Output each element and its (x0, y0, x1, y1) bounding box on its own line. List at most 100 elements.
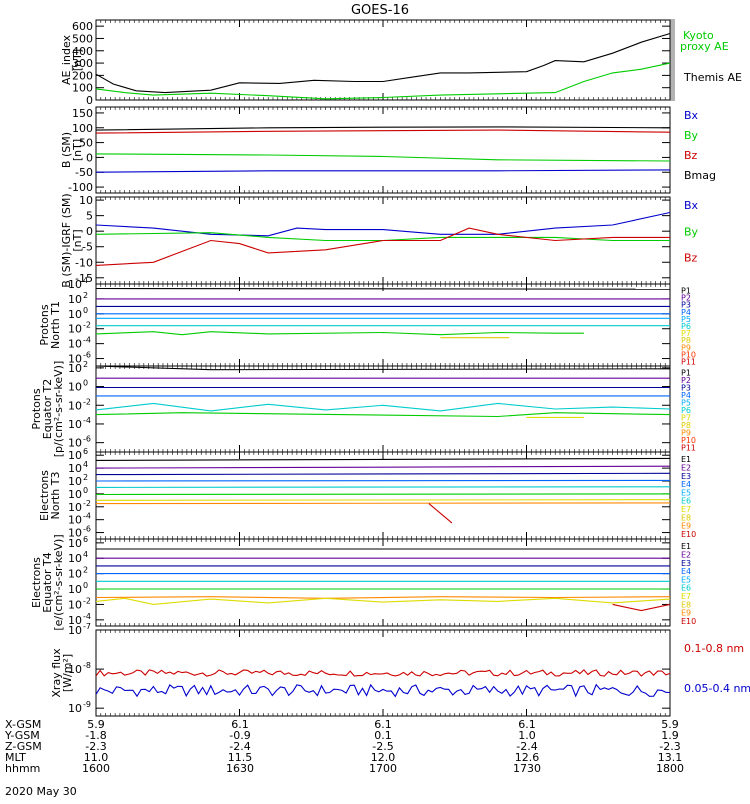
axis-row-value: 1700 (369, 762, 397, 775)
bottom-axis: X-GSM 5.9 6.1 6.1 6.1 5.9 Y-GSM -1.8 -0.9 0.1 1.0 1… (4, 718, 684, 775)
y-tick-label: 10 (68, 501, 82, 514)
panels: 6005004003002001000AE_index[nT]Kyotoprox… (30, 19, 750, 717)
legend-entry: E1 (681, 542, 691, 551)
legend-entry: E6 (681, 584, 691, 593)
y-tick-label: 10 (68, 278, 82, 291)
axis-row-value: -2.5 (372, 740, 393, 753)
y-tick-label: 10 (68, 583, 82, 596)
legend-entry: 0.1-0.8 nm (684, 642, 744, 655)
y-tick-label: 100 (72, 82, 93, 95)
y-tick-label: 0 (86, 225, 93, 238)
axis-row-value: -1.8 (85, 729, 106, 742)
series-line-e7 (95, 499, 671, 501)
axis-row-label: Z-GSM (5, 740, 42, 753)
axis-row-label: X-GSM (5, 718, 41, 731)
y-axis-label-line: [p/(cm²-s-sr-keV)] (52, 361, 65, 458)
legend-entry: E7 (681, 592, 691, 601)
y-tick-label: 150 (72, 107, 93, 120)
series-line-p7 (95, 331, 584, 336)
y-axis-label: B (SM) (60, 132, 73, 168)
axis-row-value: 11.5 (228, 751, 253, 764)
legend-entry: Themis AE (683, 71, 742, 84)
y-tick-label: 10 (68, 537, 82, 550)
y-tick-label: 10 (68, 624, 82, 637)
panel-bdiff: 10 5 0 -5 -10 -15B (SM)-IGRF (SM)[nT] Bx By Bz (60, 193, 699, 287)
series-line-bx (95, 211, 671, 237)
y-axis-unit: [nT] (71, 229, 84, 251)
panel-frame (95, 365, 671, 453)
y-tick-label: 50 (79, 137, 93, 150)
series-line-bz (95, 227, 670, 266)
panel-frame (95, 538, 671, 627)
y-tick-exponent: 6 (83, 447, 88, 456)
y-tick-label: -100 (68, 181, 93, 194)
y-tick-label: 10 (68, 514, 82, 527)
legend-entry: Bx (684, 109, 699, 122)
y-tick-label: 10 (68, 614, 82, 627)
series-line-e3 (95, 472, 671, 476)
y-tick-label: 10 (68, 437, 82, 450)
series-line-by (95, 153, 671, 162)
legend-entry: P1 (681, 369, 691, 378)
legend-entry: P7 (681, 413, 691, 422)
y-axis-label-line: Electrons (30, 557, 43, 608)
axis-row-value: -2.4 (516, 740, 537, 753)
y-axis-label-line: Equator T2 (41, 379, 54, 439)
series-line-e4 (95, 479, 671, 482)
y-tick-exponent: 4 (83, 460, 88, 469)
panel-frame (95, 106, 671, 194)
series-line-bmag (95, 126, 671, 131)
series-line-0-1-0-8-nm (95, 669, 671, 677)
y-tick-exponent: 2 (83, 566, 88, 575)
legend-entry: E5 (681, 575, 691, 584)
legend-entry: E8 (681, 600, 691, 609)
y-tick-exponent: 0 (83, 379, 88, 388)
y-tick-label: 10 (68, 568, 82, 581)
axis-row-value: 1630 (226, 762, 254, 775)
axis-row-value: 12.6 (515, 751, 540, 764)
series-line-themis-ae (95, 32, 671, 94)
axis-row-value: -2.3 (85, 740, 106, 753)
axis-row-label: MLT (5, 751, 26, 764)
y-tick-label: 10 (68, 362, 82, 375)
legend-entry: P3 (681, 301, 691, 310)
legend-entry: Bz (684, 149, 698, 162)
legend-entry: E7 (681, 505, 691, 514)
y-axis-label: AE_index (60, 34, 73, 85)
series-line-bz (95, 129, 671, 134)
y-axis-label: Xray flux (50, 648, 63, 698)
y-tick-label: 400 (72, 45, 93, 58)
legend-entry: E5 (681, 488, 691, 497)
y-tick-exponent: -4 (83, 336, 91, 345)
axis-row-value: -2.4 (229, 740, 250, 753)
y-axis-label-line: Protons (30, 388, 43, 429)
y-tick-exponent: 2 (83, 360, 88, 369)
y-tick-label: 10 (68, 488, 82, 501)
y-tick-label: 10 (79, 194, 93, 207)
axis-row-value: 0.1 (374, 729, 392, 742)
legend-entry: E10 (681, 530, 696, 539)
legend-entry: By (684, 129, 699, 142)
legend-entry: P6 (681, 406, 691, 415)
series-line-p5 (95, 402, 671, 412)
axis-row-value: 1600 (82, 762, 110, 775)
legend-entry: P7 (681, 329, 691, 338)
legend-entry: E9 (681, 609, 691, 618)
legend-entry: By (684, 225, 699, 238)
axis-row-value: 12.0 (371, 751, 396, 764)
y-tick-label: 100 (72, 122, 93, 135)
legend-entry: P9 (681, 428, 691, 437)
y-tick-label: 10 (68, 462, 82, 475)
legend-entry: E3 (681, 472, 691, 481)
y-tick-exponent: -9 (83, 700, 91, 709)
y-tick-label: -50 (75, 166, 93, 179)
y-tick-label: 10 (68, 475, 82, 488)
legend-entry: E3 (681, 559, 691, 568)
y-tick-exponent: -4 (83, 416, 91, 425)
legend-entry: P2 (681, 376, 691, 385)
y-tick-label: 600 (72, 20, 93, 33)
legend-entry: P11 (681, 357, 696, 366)
